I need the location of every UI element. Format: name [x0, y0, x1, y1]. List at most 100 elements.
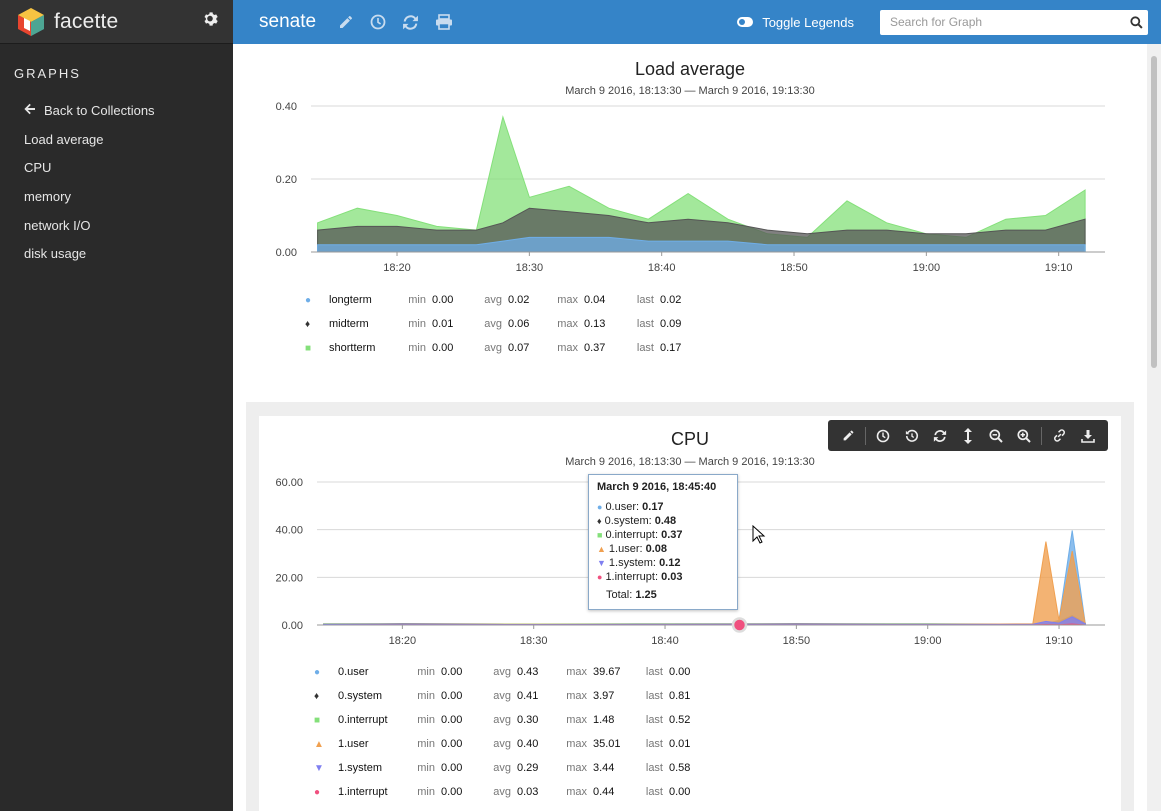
legend-min-value: 0.00: [432, 294, 454, 306]
download-icon[interactable]: [1077, 429, 1099, 443]
back-to-collections-link[interactable]: Back to Collections: [0, 97, 233, 126]
legend-max-label: max: [566, 738, 587, 750]
legend-row[interactable]: ♦ 0.system min 0.00 avg 0.41 max 3.97 last 0.81: [314, 684, 717, 708]
collection-title: senate: [259, 11, 317, 32]
legend-last-label: last: [636, 318, 654, 330]
x-tick-label: 19:00: [913, 262, 941, 274]
legend-max-label: max: [557, 318, 578, 330]
x-tick-label: 18:40: [648, 262, 676, 274]
legend-symbol: ▼: [314, 762, 324, 774]
legend-row[interactable]: ● longterm min 0.00 avg 0.02 max 0.04 last 0.02: [305, 288, 708, 312]
link-icon[interactable]: [1049, 428, 1071, 443]
sidebar-item-network-io[interactable]: network I/O: [24, 217, 91, 233]
legend-min-value: 0.00: [441, 762, 463, 774]
tooltip-row: ● 0.user: 0.17: [597, 500, 729, 514]
sidebar-item-memory[interactable]: memory: [24, 189, 71, 205]
legend-row[interactable]: ● 1.interrupt min 0.00 avg 0.03 max 0.44 last 0.0…: [314, 780, 717, 804]
legend-symbol: ●: [314, 786, 321, 798]
tooltip-series-name: 1.system:: [608, 557, 656, 569]
legend-row[interactable]: ♦ midterm min 0.01 avg 0.06 max 0.13 last 0.09: [305, 312, 708, 336]
vertical-scrollbar[interactable]: [1147, 44, 1161, 811]
search-input[interactable]: [880, 15, 1124, 29]
legend-row[interactable]: ■ shortterm min 0.00 avg 0.07 max 0.37 last 0.17: [305, 336, 708, 360]
zoom-out-icon[interactable]: [985, 428, 1007, 443]
legend-last-value: 0.17: [660, 342, 682, 354]
x-tick-label: 18:30: [520, 635, 548, 647]
sidebar-section-title: GRAPHS: [14, 66, 81, 81]
x-tick-label: 18:40: [651, 635, 679, 647]
tooltip-series-name: 0.system:: [604, 515, 652, 527]
graph-toolbar: [828, 420, 1108, 451]
print-icon[interactable]: [435, 14, 453, 30]
load-average-graph: Load average March 9 2016, 18:13:30 — Ma…: [233, 44, 1147, 402]
legend-symbol: ■: [314, 714, 321, 726]
refresh-icon[interactable]: [402, 14, 419, 31]
sidebar-item-disk-usage[interactable]: disk usage: [24, 246, 87, 262]
y-tick-label: 0.00: [282, 620, 303, 632]
legend-max-value: 3.44: [593, 762, 615, 774]
scrollbar-thumb[interactable]: [1151, 56, 1157, 368]
toggle-legends-label: Toggle Legends: [762, 14, 854, 30]
pencil-icon[interactable]: [837, 429, 859, 442]
legend-avg-value: 0.43: [517, 666, 539, 678]
sidebar-nav: Back to Collections Load average CPU mem…: [0, 97, 233, 269]
clock-icon[interactable]: [370, 14, 386, 30]
legend-avg-label: avg: [493, 714, 511, 726]
tooltip-row: ▲ 1.user: 0.08: [597, 542, 729, 556]
legend-max-label: max: [566, 690, 587, 702]
tooltip-date: March 9 2016, 18:45:40: [597, 481, 717, 493]
history-icon[interactable]: [901, 429, 923, 443]
legend-series-name: midterm: [329, 318, 369, 330]
legend-series-name: 1.interrupt: [338, 786, 388, 798]
refresh-icon[interactable]: [929, 429, 951, 443]
legend-min-value: 0.00: [441, 666, 463, 678]
tooltip-series-value: 0.12: [659, 557, 681, 569]
legend-row[interactable]: ■ 0.interrupt min 0.00 avg 0.30 max 1.48 last 0.5…: [314, 708, 717, 732]
graph-time-range: March 9 2016, 18:13:30 — March 9 2016, 1…: [565, 85, 815, 97]
legend-avg-value: 0.02: [508, 294, 530, 306]
sidebar-item-load-average[interactable]: Load average: [24, 131, 104, 147]
sidebar: facette GRAPHS Back to Collections Load …: [0, 0, 233, 811]
toggle-legends-switch[interactable]: Toggle Legends: [737, 15, 854, 30]
search-icon[interactable]: [1124, 15, 1148, 29]
vertical-resize-icon[interactable]: [957, 427, 979, 444]
legend-max-value: 35.01: [593, 738, 621, 750]
legend-row[interactable]: ▼ 1.system min 0.00 avg 0.29 max 3.44 last 0.58: [314, 756, 717, 780]
legend-row[interactable]: ● 0.user min 0.00 avg 0.43 max 39.67 last 0.00: [314, 660, 717, 684]
cpu-graph-container: CPU March 9 2016, 18:13:30 — March 9 201…: [246, 402, 1134, 811]
graph-title: Load average: [634, 59, 746, 79]
load-average-legend: ● longterm min 0.00 avg 0.02 max 0.04 last 0.02 ♦ m…: [305, 288, 708, 360]
legend-symbol: ▲: [314, 738, 324, 750]
legend-last-value: 0.00: [669, 666, 691, 678]
tooltip-row: ■ 0.interrupt: 0.37: [597, 528, 729, 542]
cpu-chart[interactable]: 0.00 20.00 40.00 60.00 18:20 18:30 18:40 18:50 1…: [259, 468, 1121, 708]
legend-row[interactable]: ▲ 1.user min 0.00 avg 0.40 max 35.01 last 0.01: [314, 732, 717, 756]
legend-series-name: shortterm: [329, 342, 376, 354]
pencil-icon[interactable]: [338, 14, 354, 30]
sidebar-item-cpu[interactable]: CPU: [24, 160, 52, 176]
search-box: [880, 9, 1148, 35]
legend-max-label: max: [566, 786, 587, 798]
gear-icon[interactable]: [203, 11, 219, 32]
toolbar-separator: [865, 426, 867, 445]
toggle-switch-icon: [737, 17, 754, 27]
legend-max-value: 3.97: [593, 690, 615, 702]
load-average-chart[interactable]: 0.00 0.20 0.40 18:20 18:30 18:40 18:50 19:00 19:…: [233, 94, 1147, 334]
tooltip-symbol: ●: [597, 502, 603, 512]
facette-logo[interactable]: [16, 7, 46, 37]
x-tick-label: 18:30: [516, 262, 544, 274]
clock-icon[interactable]: [872, 429, 894, 443]
legend-last-value: 0.58: [669, 762, 691, 774]
legend-min-label: min: [417, 786, 435, 798]
tooltip-row: ▼ 1.system: 0.12: [597, 556, 729, 570]
legend-min-label: min: [417, 666, 435, 678]
zoom-in-icon[interactable]: [1013, 428, 1035, 443]
legend-max-value: 1.48: [593, 714, 615, 726]
legend-min-value: 0.00: [441, 786, 463, 798]
graph-time-range: March 9 2016, 18:13:30 — March 9 2016, 1…: [565, 456, 815, 468]
legend-avg-value: 0.07: [508, 342, 530, 354]
legend-min-label: min: [408, 318, 426, 330]
legend-max-value: 0.37: [584, 342, 606, 354]
legend-avg-value: 0.40: [517, 738, 539, 750]
legend-min-value: 0.00: [441, 690, 463, 702]
